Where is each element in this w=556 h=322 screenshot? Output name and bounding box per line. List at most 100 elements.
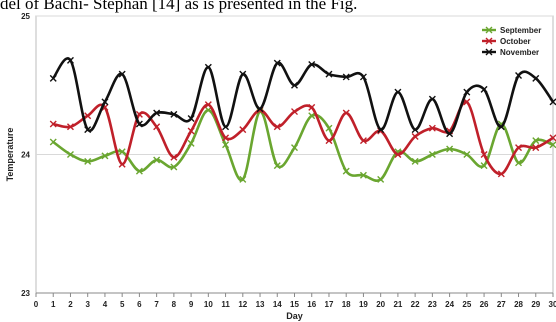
series-october-point xyxy=(463,98,471,106)
series-october-point xyxy=(291,108,298,116)
series-september-point xyxy=(170,163,178,171)
series-september-line xyxy=(52,108,554,182)
series-november-point xyxy=(187,114,195,122)
series-september-point xyxy=(273,162,281,170)
legend-label: October xyxy=(500,37,531,46)
series-november-point xyxy=(204,63,212,71)
series-november-point xyxy=(291,81,298,89)
x-tick-label: 12 xyxy=(238,300,247,309)
x-tick-label: 6 xyxy=(137,300,142,309)
caption-text: del of Bachi- Stephan [14] as is present… xyxy=(0,0,358,13)
series-november-point xyxy=(394,88,402,96)
series-september-point xyxy=(187,139,195,147)
x-tick-label: 0 xyxy=(34,300,39,309)
x-tick-label: 29 xyxy=(531,300,540,309)
y-tick-label: 23 xyxy=(21,289,30,298)
series-november-point xyxy=(549,98,556,106)
x-tick-label: 4 xyxy=(103,300,108,309)
series-september-point xyxy=(308,112,316,120)
series-september-point xyxy=(359,171,367,179)
series-november-point xyxy=(222,123,230,131)
series-september-point xyxy=(463,151,471,158)
legend-item-october: October xyxy=(482,37,531,46)
y-tick-label: 24 xyxy=(21,151,30,160)
series-october-point xyxy=(480,151,488,158)
series-october-point xyxy=(49,120,57,128)
series-november-point xyxy=(446,130,454,138)
x-tick-label: 22 xyxy=(411,300,420,309)
x-tick-label: 18 xyxy=(342,300,351,309)
x-tick-label: 3 xyxy=(85,300,90,309)
series-november-point xyxy=(359,73,367,81)
x-tick-label: 5 xyxy=(120,300,125,309)
series-november-point xyxy=(273,59,281,67)
x-tick-label: 17 xyxy=(325,300,334,309)
x-tick-label: 26 xyxy=(480,300,489,309)
series-october-point xyxy=(239,126,247,134)
series-october xyxy=(49,98,556,178)
series-november-point xyxy=(463,88,471,96)
series-november-point xyxy=(428,95,436,103)
series-october-point xyxy=(325,137,333,145)
series-september-point xyxy=(49,138,57,146)
series-october-point xyxy=(549,134,556,142)
x-tick-label: 30 xyxy=(549,300,556,309)
series-september-point xyxy=(446,145,454,153)
series-september-point xyxy=(153,156,161,164)
x-tick-label: 19 xyxy=(359,300,368,309)
legend-october-point xyxy=(485,37,493,45)
series-november xyxy=(49,56,556,138)
series-november-point xyxy=(342,73,350,81)
series-september-point xyxy=(428,151,436,158)
y-axis-title: Temperature xyxy=(5,128,15,182)
series-october-point xyxy=(135,110,143,118)
series-november-point xyxy=(497,123,505,131)
series-november-point xyxy=(84,126,92,134)
legend-label: September xyxy=(500,26,541,35)
x-tick-label: 21 xyxy=(393,300,402,309)
series-november-point xyxy=(101,98,109,106)
series-september-point xyxy=(222,141,230,149)
series-november-point xyxy=(411,126,419,134)
x-axis-title: Day xyxy=(286,311,303,321)
series-september-point xyxy=(342,167,350,175)
series-october-line xyxy=(52,100,554,176)
series-september-point xyxy=(66,151,74,158)
chart-legend: September October November xyxy=(482,26,541,57)
legend-label: November xyxy=(500,48,539,57)
series-september-point xyxy=(515,159,523,167)
series-september-point xyxy=(377,175,385,183)
x-tick-label: 13 xyxy=(256,300,265,309)
x-tick-label: 10 xyxy=(204,300,213,309)
series-november-point xyxy=(515,72,523,80)
chart-gridlines xyxy=(35,15,554,294)
series-october-point xyxy=(532,144,540,152)
series-october-point xyxy=(153,123,161,131)
series-october-point xyxy=(394,151,402,158)
series-september-point xyxy=(549,141,556,149)
x-tick-label: 14 xyxy=(273,300,282,309)
series-october-point xyxy=(170,153,178,161)
series-september-point xyxy=(480,162,488,170)
series-october-point xyxy=(497,170,505,178)
series-october-point xyxy=(222,134,230,142)
x-tick-label: 25 xyxy=(462,300,471,309)
chart-series xyxy=(49,56,556,183)
x-tick-label: 16 xyxy=(307,300,316,309)
series-october-point xyxy=(204,101,212,109)
x-tick-label: 9 xyxy=(189,300,194,309)
series-november-point xyxy=(170,110,178,118)
legend-november-point xyxy=(485,48,493,56)
series-november-point xyxy=(118,70,126,78)
x-tick-label: 24 xyxy=(445,300,454,309)
x-tick-label: 23 xyxy=(428,300,437,309)
series-october-point xyxy=(342,109,350,117)
series-november-point xyxy=(480,85,488,93)
series-november-point xyxy=(66,56,74,64)
y-tick-label: 25 xyxy=(21,12,30,21)
caption-text-fragment: del of Bachi- Stephan [14] as is present… xyxy=(0,0,556,14)
series-november-point xyxy=(239,70,247,78)
legend-september-point xyxy=(485,26,493,34)
